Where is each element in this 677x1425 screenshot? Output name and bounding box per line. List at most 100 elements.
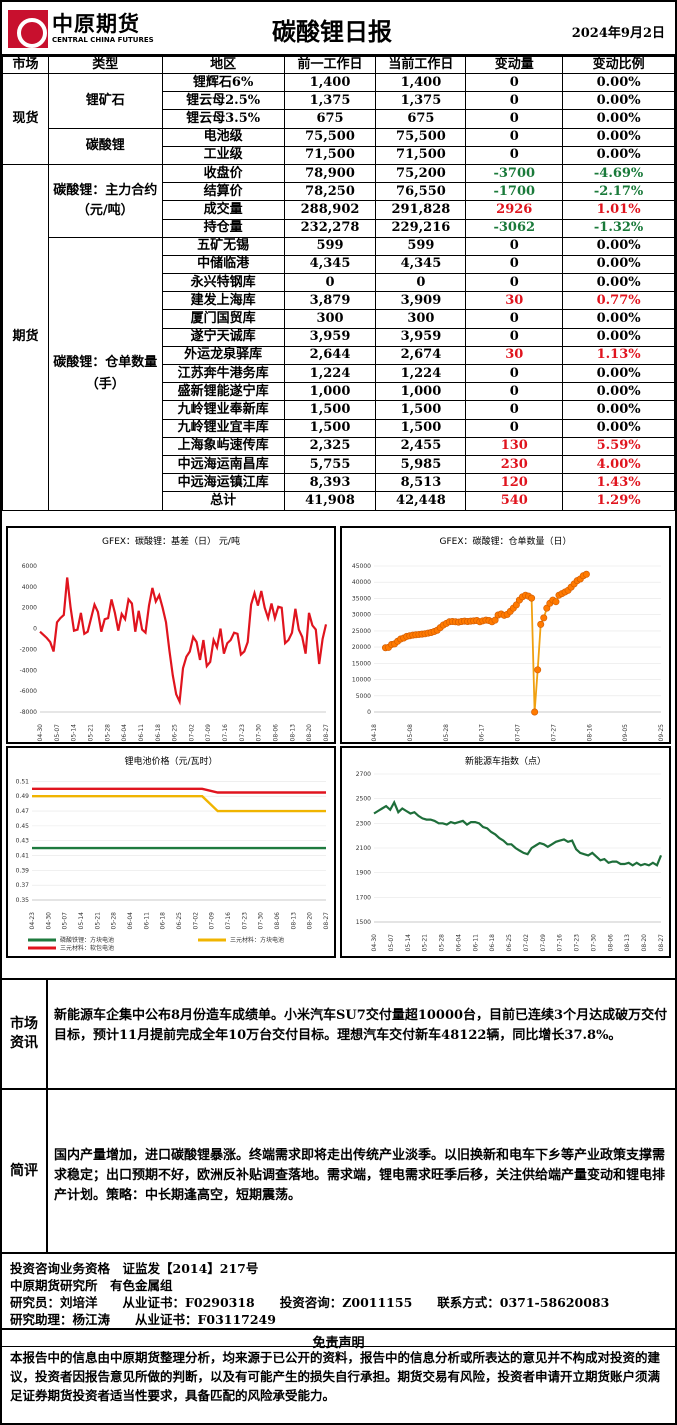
row-name: 电池级 bbox=[161, 127, 285, 147]
y-tick-label: 35000 bbox=[352, 595, 371, 602]
logo-mark-icon bbox=[8, 10, 48, 48]
change-value: 30 bbox=[465, 291, 564, 311]
data-point bbox=[528, 594, 536, 602]
prev-value: 1,000 bbox=[283, 382, 377, 402]
x-tick-label: 05-07 bbox=[388, 934, 395, 952]
cur-value: 229,216 bbox=[375, 218, 467, 238]
table-row: 永兴特钢库 0 0 0 0.00% bbox=[3, 273, 675, 293]
prev-value: 1,500 bbox=[283, 418, 377, 438]
x-tick-label: 07-23 bbox=[574, 934, 581, 952]
company-logo: 中原期货 CENTRAL CHINA FUTURES bbox=[8, 8, 168, 50]
data-point bbox=[491, 616, 499, 624]
x-tick-label: 07-16 bbox=[557, 934, 564, 952]
prev-value: 75,500 bbox=[283, 127, 377, 147]
x-tick-label: 08-27 bbox=[323, 724, 330, 742]
nev-index-chart-svg: 新能源车指数（点） 2700 2500 2300 2100 1900 1700 1500 04-… bbox=[356, 755, 665, 952]
chart-title: GFEX：碳酸锂：基差（日） 元/吨 bbox=[102, 535, 240, 547]
row-name: 中储临港 bbox=[161, 254, 285, 275]
x-tick-label: 07-09 bbox=[205, 724, 212, 742]
x-tick-label: 06-11 bbox=[138, 724, 145, 742]
table-row: 碳酸锂 电池级 75,500 75,500 0 0.00% bbox=[3, 127, 675, 165]
x-tick-label: 07-30 bbox=[256, 724, 263, 742]
y-tick-label: 4000 bbox=[22, 584, 37, 591]
prev-value: 3,959 bbox=[283, 327, 377, 347]
prev-value: 1,224 bbox=[283, 363, 377, 384]
x-tick-label: 06-25 bbox=[172, 724, 179, 742]
x-tick-label: 05-28 bbox=[439, 934, 446, 952]
prev-value: 8,393 bbox=[283, 473, 377, 493]
y-tick-label: 0.49 bbox=[16, 793, 30, 800]
row-name: 建发上海库 bbox=[161, 291, 285, 311]
data-point bbox=[531, 708, 539, 716]
change-value: 540 bbox=[465, 491, 564, 511]
logo-en: CENTRAL CHINA FUTURES bbox=[52, 36, 154, 44]
x-tick-label: 07-02 bbox=[523, 934, 530, 952]
prev-value: 0 bbox=[283, 273, 377, 293]
x-tick-label: 08-06 bbox=[274, 912, 281, 930]
change-pct: 0.00% bbox=[562, 91, 675, 111]
change-value: 0 bbox=[465, 363, 564, 384]
table-row: 总计 41,908 42,448 540 1.29% bbox=[3, 491, 675, 511]
table-row: 上海象屿速传库 2,325 2,455 130 5.59% bbox=[3, 436, 675, 456]
change-value: 0 bbox=[465, 309, 564, 329]
data-point bbox=[534, 666, 542, 674]
data-point bbox=[540, 614, 548, 622]
y-tick-label: 1700 bbox=[356, 894, 371, 901]
table-row: 外运龙泉驿库 2,644 2,674 30 1.13% bbox=[3, 345, 675, 366]
cur-value: 2,674 bbox=[375, 345, 467, 366]
change-value: 0 bbox=[465, 382, 564, 402]
change-value: 0 bbox=[465, 145, 564, 165]
series-line bbox=[373, 799, 663, 867]
x-tick-label: 08-20 bbox=[641, 934, 648, 952]
market-info-label: 市场资讯 bbox=[2, 980, 48, 1088]
change-pct: 0.00% bbox=[562, 127, 675, 147]
table-row: 九岭锂业宜丰库 1,500 1,500 0 0.00% bbox=[3, 418, 675, 438]
nev-index-chart: 新能源车指数（点） 2700 2500 2300 2100 1900 1700 1500 04-… bbox=[340, 746, 671, 958]
x-tick-label: 08-20 bbox=[307, 912, 314, 930]
x-tick-label: 04-30 bbox=[45, 912, 52, 930]
report-header: 中原期货 CENTRAL CHINA FUTURES 碳酸锂日报 2024年9月… bbox=[2, 2, 675, 56]
prev-value: 5,755 bbox=[283, 454, 377, 475]
y-tick-label: 0.43 bbox=[16, 838, 30, 845]
prev-value: 599 bbox=[283, 236, 377, 256]
change-value: 30 bbox=[465, 345, 564, 366]
prev-value: 288,902 bbox=[283, 200, 377, 220]
price-table: 市场 类型 地区 前一工作日 当前工作日 变动量 变动比例 现货 锂矿石 锂辉石6% 1,400 1,… bbox=[2, 56, 675, 511]
footer-institute: 中原期货研究所 有色金属组 bbox=[10, 1278, 173, 1293]
x-tick-label: 06-25 bbox=[176, 912, 183, 930]
x-tick-label: 07-09 bbox=[209, 912, 216, 930]
x-tick-label: 06-11 bbox=[143, 912, 150, 930]
prev-value: 78,250 bbox=[283, 182, 377, 202]
change-pct: 1.13% bbox=[562, 345, 675, 366]
change-pct: 0.00% bbox=[562, 327, 675, 347]
data-point bbox=[552, 598, 560, 606]
prev-value: 78,900 bbox=[283, 163, 377, 184]
table-row: 江苏奔牛港务库 1,224 1,224 0 0.00% bbox=[3, 363, 675, 384]
prev-value: 1,375 bbox=[283, 91, 377, 111]
warrant-chart: GFEX：碳酸锂：仓单数量（日） 45000 40000 35000 30000 2500… bbox=[340, 526, 671, 744]
x-tick-label: 05-21 bbox=[422, 934, 429, 952]
row-name: 结算价 bbox=[161, 182, 285, 202]
change-value: 0 bbox=[465, 236, 564, 256]
y-tick-label: 0.41 bbox=[16, 853, 30, 860]
market-spot: 现货 bbox=[2, 73, 49, 165]
comment-text: 国内产量增加，进口碳酸锂暴涨。终端需求即将走出传统产业淡季。以旧换新和电车下乡等… bbox=[54, 1148, 666, 1203]
type-ore: 锂矿石 bbox=[47, 73, 163, 129]
y-tick-label: 30000 bbox=[352, 612, 371, 619]
column-header: 变动量 bbox=[465, 56, 564, 74]
table-row: 盛新锂能遂宁库 1,000 1,000 0 0.00% bbox=[3, 382, 675, 402]
cur-value: 0 bbox=[375, 273, 467, 293]
column-header: 当前工作日 bbox=[375, 56, 467, 74]
x-tick-label: 07-27 bbox=[550, 724, 557, 742]
x-tick-label: 09-05 bbox=[622, 724, 629, 742]
change-value: 0 bbox=[465, 254, 564, 275]
x-tick-label: 06-18 bbox=[160, 912, 167, 930]
data-point bbox=[582, 570, 590, 578]
footer-section: 投资咨询业务资格 证监发【2014】217号 中原期货研究所 有色金属组 研究员… bbox=[2, 1252, 675, 1423]
change-value: -3700 bbox=[465, 163, 564, 184]
x-tick-label: 08-27 bbox=[658, 934, 665, 952]
y-tick-label: -2000 bbox=[20, 646, 38, 653]
x-tick-label: 07-02 bbox=[192, 912, 199, 930]
y-tick-label: 10000 bbox=[352, 677, 371, 684]
table-row: 建发上海库 3,879 3,909 30 0.77% bbox=[3, 291, 675, 311]
